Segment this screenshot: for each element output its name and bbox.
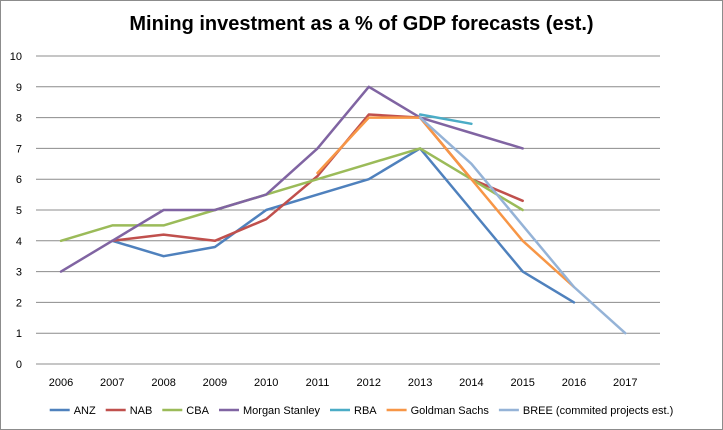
series-lines <box>59 85 627 335</box>
legend-item: ANZ <box>49 405 96 417</box>
legend-label: Goldman Sachs <box>411 405 490 417</box>
x-tick-label: 2011 <box>306 377 330 389</box>
x-tick-label: 2008 <box>151 377 175 389</box>
x-tick-label: 2010 <box>254 377 278 389</box>
series-line-rba <box>418 113 473 126</box>
y-tick-label: 5 <box>16 205 22 217</box>
x-tick-label: 2012 <box>357 377 381 389</box>
series-line-morgan-stanley <box>59 85 524 273</box>
x-tick-label: 2007 <box>100 377 124 389</box>
legend-label: Morgan Stanley <box>243 405 321 417</box>
legend-label: RBA <box>354 405 377 417</box>
x-tick-label: 2015 <box>510 377 534 389</box>
legend-label: NAB <box>130 405 153 417</box>
y-tick-label: 1 <box>16 328 22 340</box>
y-tick-label: 3 <box>16 267 22 279</box>
series-line-goldman-sachs <box>316 116 576 289</box>
series-line-cba <box>59 147 524 243</box>
x-tick-label: 2013 <box>408 377 432 389</box>
x-tick-label: 2009 <box>203 377 227 389</box>
y-tick-label: 6 <box>16 174 22 186</box>
x-tick-label: 2016 <box>562 377 586 389</box>
x-axis-tick-labels: 2006 2007 2008 2009 2010 2011 2012 2013 2014 2015… <box>49 377 638 389</box>
legend-label: ANZ <box>74 405 96 417</box>
legend-label: BREE (commited projects est.) <box>523 405 673 417</box>
legend-item: NAB <box>105 405 153 417</box>
x-tick-label: 2014 <box>459 377 483 389</box>
legend-item: Morgan Stanley <box>219 405 321 417</box>
series-line-bree-commited-projects-est <box>418 116 627 335</box>
y-tick-label: 8 <box>16 113 22 125</box>
y-tick-label: 10 <box>10 51 22 63</box>
x-tick-label: 2006 <box>49 377 73 389</box>
x-tick-label: 2017 <box>613 377 637 389</box>
gridlines <box>36 55 660 365</box>
y-axis-tick-labels: 0 1 2 3 4 5 6 7 8 9 10 <box>10 51 22 371</box>
y-tick-label: 4 <box>16 236 22 248</box>
legend-item: Goldman Sachs <box>386 405 490 417</box>
y-tick-label: 9 <box>16 82 22 94</box>
legend-item: RBA <box>330 405 377 417</box>
legend-label: CBA <box>186 405 209 417</box>
y-tick-label: 2 <box>16 297 22 309</box>
legend-item: BREE (commited projects est.) <box>498 405 673 417</box>
y-tick-label: 7 <box>16 143 22 155</box>
legend: ANZ NAB CBA Morgan Stanley RBA Goldman Sachs B… <box>49 405 673 417</box>
legend-item: CBA <box>162 405 210 417</box>
series-line-anz <box>111 147 576 304</box>
y-tick-label: 0 <box>16 359 22 371</box>
chart-title: Mining investment as a % of GDP forecast… <box>129 13 594 35</box>
